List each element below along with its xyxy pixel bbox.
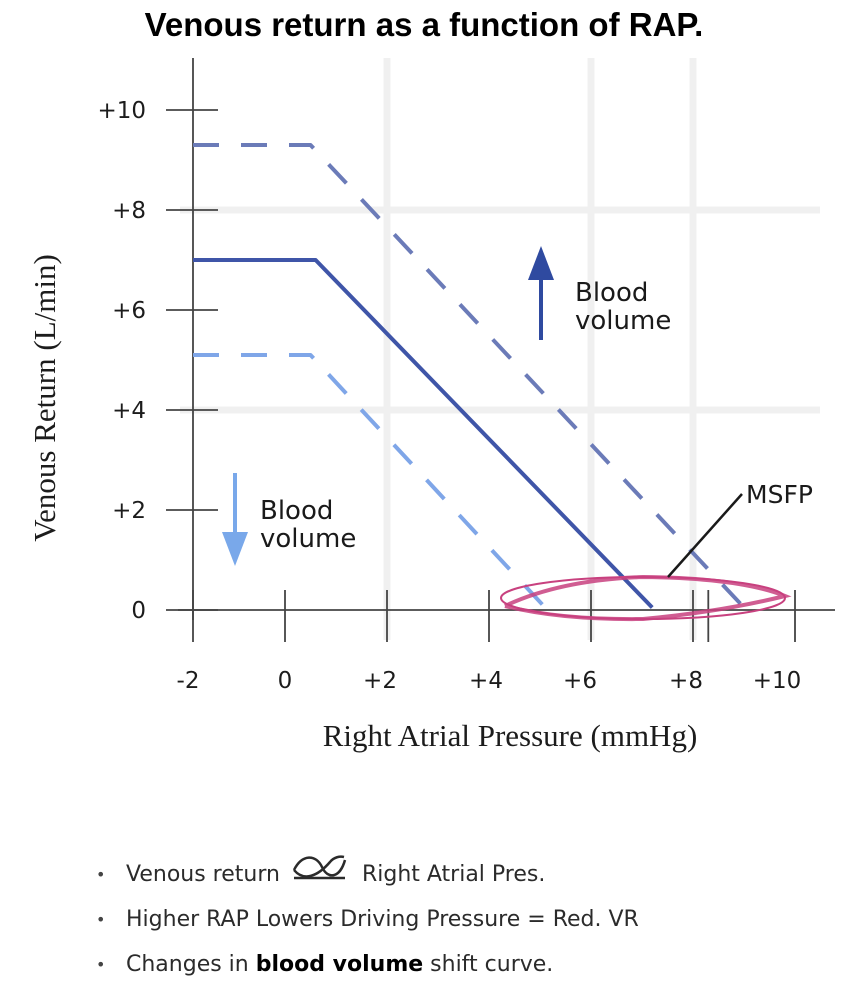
msfp-label: MSFP	[746, 480, 813, 509]
down-arrow-label: Blood volume	[260, 496, 356, 554]
bullet-text-before: Changes in	[126, 952, 256, 977]
series-line-3	[193, 353, 547, 609]
x-tick-label: +2	[363, 668, 397, 694]
x-axis-label: Right Atrial Pressure (mmHg)	[323, 718, 698, 753]
up-arrow-label: Blood volume	[575, 278, 671, 336]
y-tick-label: +10	[97, 98, 146, 124]
grid	[180, 58, 820, 640]
bullet-text-after: shift curve.	[423, 952, 554, 977]
bullet-item: Higher RAP Lowers Driving Pressure = Red…	[96, 897, 639, 942]
chart-title: Venous return as a function of RAP.	[144, 6, 704, 43]
x-tick-labels: -2 0 +2 +4 +6 +8 +10	[177, 668, 802, 694]
bullet-text-bold: blood volume	[255, 952, 424, 977]
series-group	[193, 143, 746, 609]
x-tick-label: +8	[669, 668, 703, 694]
x-tick-label: 0	[278, 668, 293, 694]
bullet-text-after: Right Atrial Pres.	[361, 862, 546, 887]
bullet-text-before: Venous return	[126, 862, 280, 887]
bullet-text: Higher RAP Lowers Driving Pressure = Red…	[126, 907, 639, 932]
msfp-pointer	[667, 493, 743, 578]
chart: -2 0 +2 +4 +6 +8 +10 0 +2 +4 +6 +8 +10 MSFP Blood v…	[27, 58, 835, 753]
y-axis-label: Venous Return (L/min)	[27, 254, 62, 542]
series-line-1	[193, 143, 746, 609]
y-tick-label: 0	[131, 598, 146, 624]
bullet-item: Changes in blood volume shift curve.	[96, 942, 639, 987]
y-tick-label: +2	[112, 498, 146, 524]
x-tick-label: +6	[563, 668, 597, 694]
y-tick-label: +8	[112, 198, 146, 224]
y-tick-label: +4	[112, 398, 146, 424]
bullet-list: Venous return Right Atrial Pres. Higher R…	[96, 852, 639, 987]
msfp-ellipse-highlight	[504, 574, 792, 622]
proportional-icon	[290, 852, 348, 898]
series-line-2	[193, 258, 654, 609]
x-tick-label: +4	[469, 668, 503, 694]
y-tick-label: +6	[112, 298, 146, 324]
down-arrow-head	[222, 532, 248, 566]
bullet-item: Venous return Right Atrial Pres.	[96, 852, 639, 897]
x-tick-label: +10	[753, 668, 802, 694]
x-tick-label: -2	[177, 668, 200, 694]
y-tick-labels: 0 +2 +4 +6 +8 +10	[97, 98, 146, 624]
up-arrow-head	[528, 246, 554, 280]
